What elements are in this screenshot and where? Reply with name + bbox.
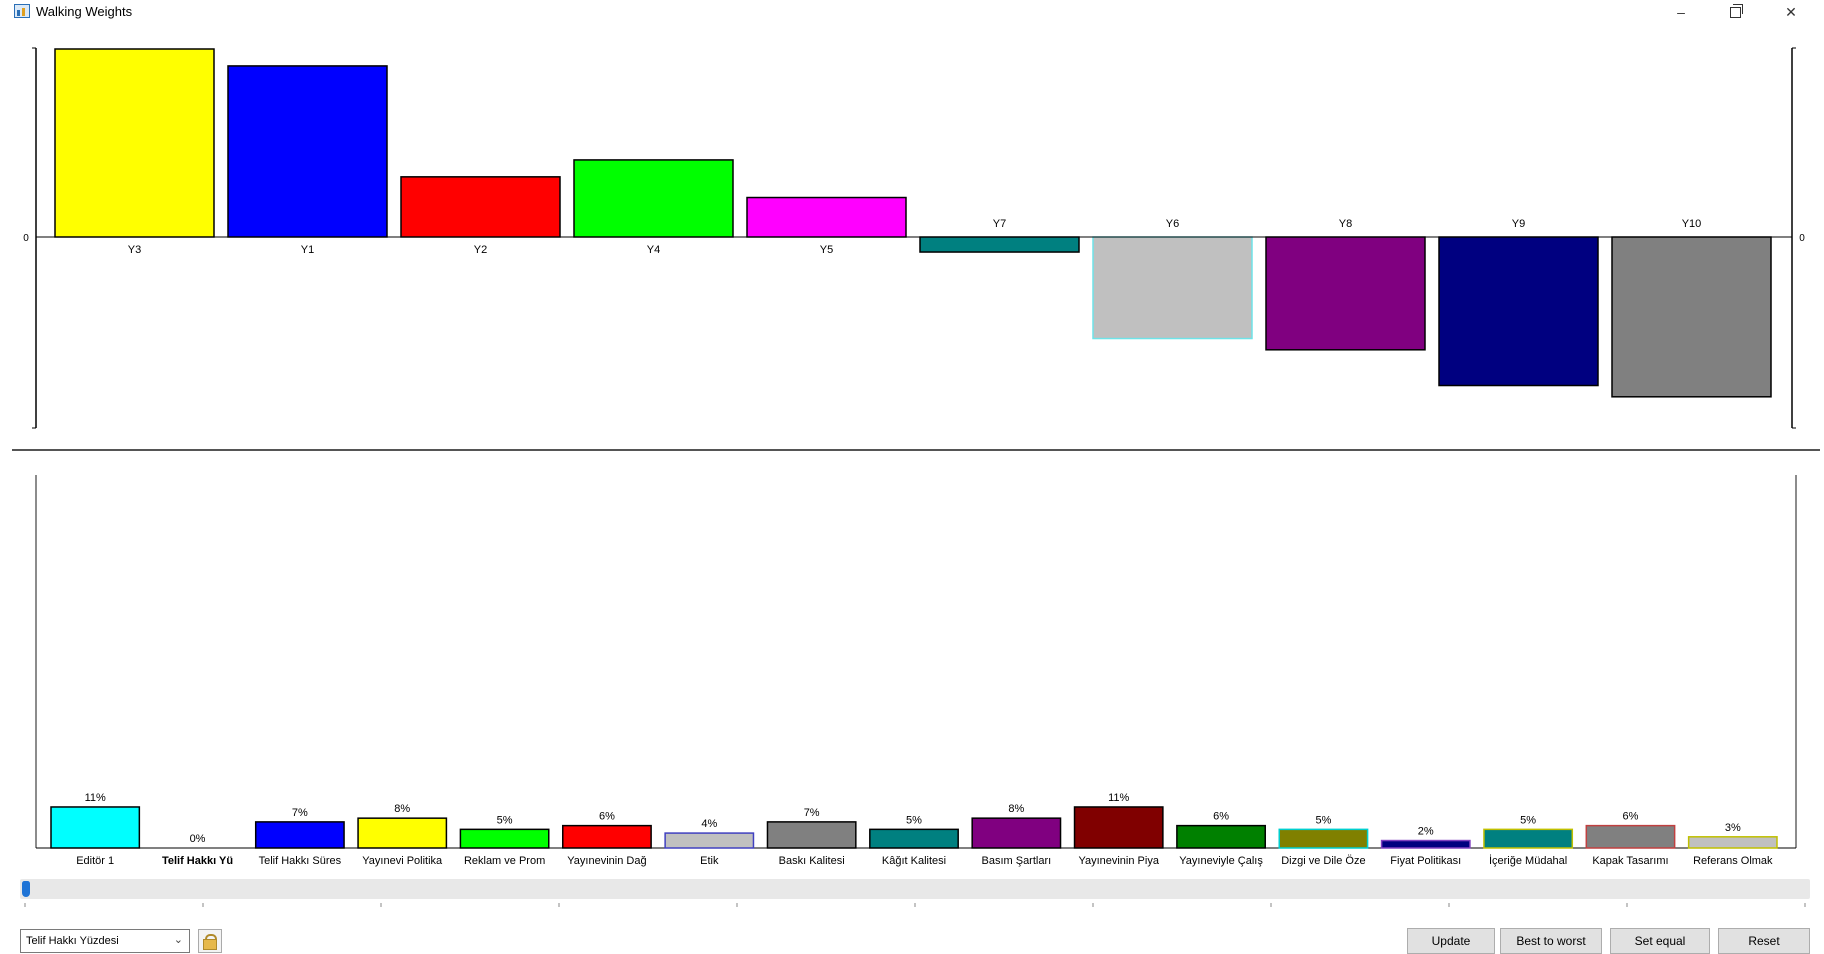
criterion-label[interactable]: Basım Şartları <box>982 855 1052 867</box>
weights-chart-svg: 11% Editör 1 0% Telif Hakkı Yü 7% Telif Hakkı… <box>35 475 1797 867</box>
alternative-label: Y8 <box>1339 218 1352 230</box>
reset-button[interactable]: Reset <box>1718 928 1810 954</box>
weight-bar-Yayıneviyle Çalış[interactable] <box>1176 824 1266 849</box>
weight-value-label: 11% <box>85 792 106 804</box>
alternative-bar-Y10[interactable] <box>1611 236 1772 398</box>
alternative-bar-Y7[interactable] <box>919 236 1080 253</box>
criterion-label[interactable]: Etik <box>700 855 719 867</box>
weight-bar-Referans Olmak[interactable] <box>1687 836 1778 849</box>
weight-value-label: 5% <box>1315 814 1331 826</box>
alternative-bar-Y9[interactable] <box>1438 236 1599 387</box>
alternative-bar-Y4[interactable] <box>573 159 734 238</box>
zero-label-left: 0 <box>23 233 29 244</box>
update-button[interactable]: Update <box>1407 928 1495 954</box>
weight-value-label: 6% <box>1213 811 1229 823</box>
weight-bar-Telif Hakkı Süres[interactable] <box>254 821 345 849</box>
alternative-label: Y9 <box>1512 218 1525 230</box>
criterion-label[interactable]: Kapak Tasarımı <box>1592 855 1668 867</box>
weight-bar-Yayınevinin Dağ[interactable] <box>562 824 652 849</box>
criterion-label[interactable]: Kâğıt Kalitesi <box>882 855 946 867</box>
minimize-icon: – <box>1677 4 1685 20</box>
weight-bar-Etik[interactable] <box>664 832 755 849</box>
criterion-select-value: Telif Hakkı Yüzdesi <box>26 935 119 947</box>
criterion-select[interactable]: Telif Hakkı Yüzdesi ⌄ <box>20 929 190 953</box>
close-button[interactable]: ✕ <box>1768 0 1814 24</box>
alternatives-chart-svg: 0 0 Y3 Y1 Y2 Y4 Y5 Y7 Y6 Y8 Y9 Y10 <box>23 47 1805 429</box>
weight-value-label: 6% <box>599 811 615 823</box>
app-chart-icon <box>14 4 30 18</box>
weight-value-label: 2% <box>1418 826 1434 838</box>
alternative-label: Y5 <box>820 244 833 256</box>
criterion-label[interactable]: Reklam ve Prom <box>464 855 545 867</box>
criterion-label[interactable]: Referans Olmak <box>1693 855 1773 867</box>
weight-bar-Reklam ve Prom[interactable] <box>459 828 550 849</box>
weight-slider-track[interactable] <box>20 879 1810 899</box>
weight-bar-Yayınevinin Piya[interactable] <box>1073 806 1164 849</box>
weight-bar-Yayınevi Politika[interactable] <box>357 817 448 849</box>
weight-bar-Fiyat Politikası[interactable] <box>1380 839 1471 849</box>
criterion-label[interactable]: Yayınevi Politika <box>362 855 443 867</box>
weight-value-label: 7% <box>804 807 820 819</box>
criterion-label[interactable]: Telif Hakkı Yü <box>162 855 233 867</box>
alternative-label: Y4 <box>647 244 660 256</box>
weight-value-label: 7% <box>292 807 308 819</box>
alternative-label: Y6 <box>1166 218 1179 230</box>
criterion-label[interactable]: Yayınevinin Piya <box>1078 855 1159 867</box>
weight-bar-Baskı Kalitesi[interactable] <box>766 821 857 849</box>
criterion-label[interactable]: Fiyat Politikası <box>1390 855 1461 867</box>
weight-value-label: 0% <box>190 833 206 845</box>
criterion-label[interactable]: Yayınevinin Dağ <box>567 855 646 867</box>
lock-button[interactable] <box>198 929 222 953</box>
alternative-bar-Y1[interactable] <box>227 65 388 238</box>
criterion-label[interactable]: Yayıneviyle Çalış <box>1179 855 1263 867</box>
weight-value-label: 6% <box>1623 811 1639 823</box>
weight-value-label: 5% <box>906 814 922 826</box>
weight-value-label: 5% <box>1520 814 1536 826</box>
weight-value-label: 5% <box>497 814 513 826</box>
weight-bar-Kâğıt Kalitesi[interactable] <box>869 828 959 849</box>
weight-value-label: 8% <box>394 803 410 815</box>
weight-bar-İçeriğe Müdahal[interactable] <box>1483 828 1574 849</box>
weight-value-label: 11% <box>1108 792 1129 804</box>
alternative-bar-Y5[interactable] <box>746 196 907 238</box>
close-icon: ✕ <box>1785 3 1797 20</box>
window-title: Walking Weights <box>36 4 133 19</box>
weight-bar-Dizgi ve Dile Öze[interactable] <box>1278 828 1369 849</box>
alternative-label: Y3 <box>128 244 141 256</box>
minimize-button[interactable]: – <box>1658 0 1704 24</box>
chevron-down-icon: ⌄ <box>173 934 183 946</box>
set-equal-button[interactable]: Set equal <box>1610 928 1710 954</box>
best-to-worst-button[interactable]: Best to worst <box>1500 928 1602 954</box>
alternatives-value-chart: 0 0 Y3 Y1 Y2 Y4 Y5 Y7 Y6 Y8 Y9 Y10 <box>0 28 1824 448</box>
criterion-label[interactable]: Telif Hakkı Süres <box>259 855 342 867</box>
restore-icon <box>1729 3 1743 18</box>
criteria-weights-chart: 11% Editör 1 0% Telif Hakkı Yü 7% Telif Hakkı… <box>0 455 1824 875</box>
alternative-label: Y10 <box>1682 218 1702 230</box>
criterion-label[interactable]: Dizgi ve Dile Öze <box>1281 855 1365 867</box>
alternative-label: Y2 <box>474 244 487 256</box>
alternative-label: Y1 <box>301 244 314 256</box>
zero-label-right: 0 <box>1799 233 1805 244</box>
restore-button[interactable] <box>1712 0 1758 24</box>
weight-value-label: 8% <box>1008 803 1024 815</box>
criterion-label[interactable]: Editör 1 <box>76 855 114 867</box>
weight-slider-thumb[interactable] <box>22 881 30 897</box>
alternative-bar-Y2[interactable] <box>400 176 561 238</box>
title-bar: Walking Weights – ✕ <box>0 0 1824 24</box>
weight-bar-Kapak Tasarımı[interactable] <box>1585 824 1676 849</box>
weight-bar-Basım Şartları[interactable] <box>971 817 1062 849</box>
alternative-bar-Y6[interactable] <box>1092 236 1253 340</box>
alternative-bar-Y8[interactable] <box>1265 236 1426 351</box>
alternative-bar-Y3[interactable] <box>54 48 215 238</box>
weight-bar-Editör 1[interactable] <box>50 806 141 849</box>
alternative-label: Y7 <box>993 218 1006 230</box>
panel-splitter[interactable] <box>12 449 1820 451</box>
weight-value-label: 4% <box>701 818 717 830</box>
slider-ticks <box>24 903 1806 907</box>
criterion-label[interactable]: İçeriğe Müdahal <box>1489 854 1567 867</box>
weight-value-label: 3% <box>1725 822 1741 834</box>
criterion-label[interactable]: Baskı Kalitesi <box>779 855 845 867</box>
